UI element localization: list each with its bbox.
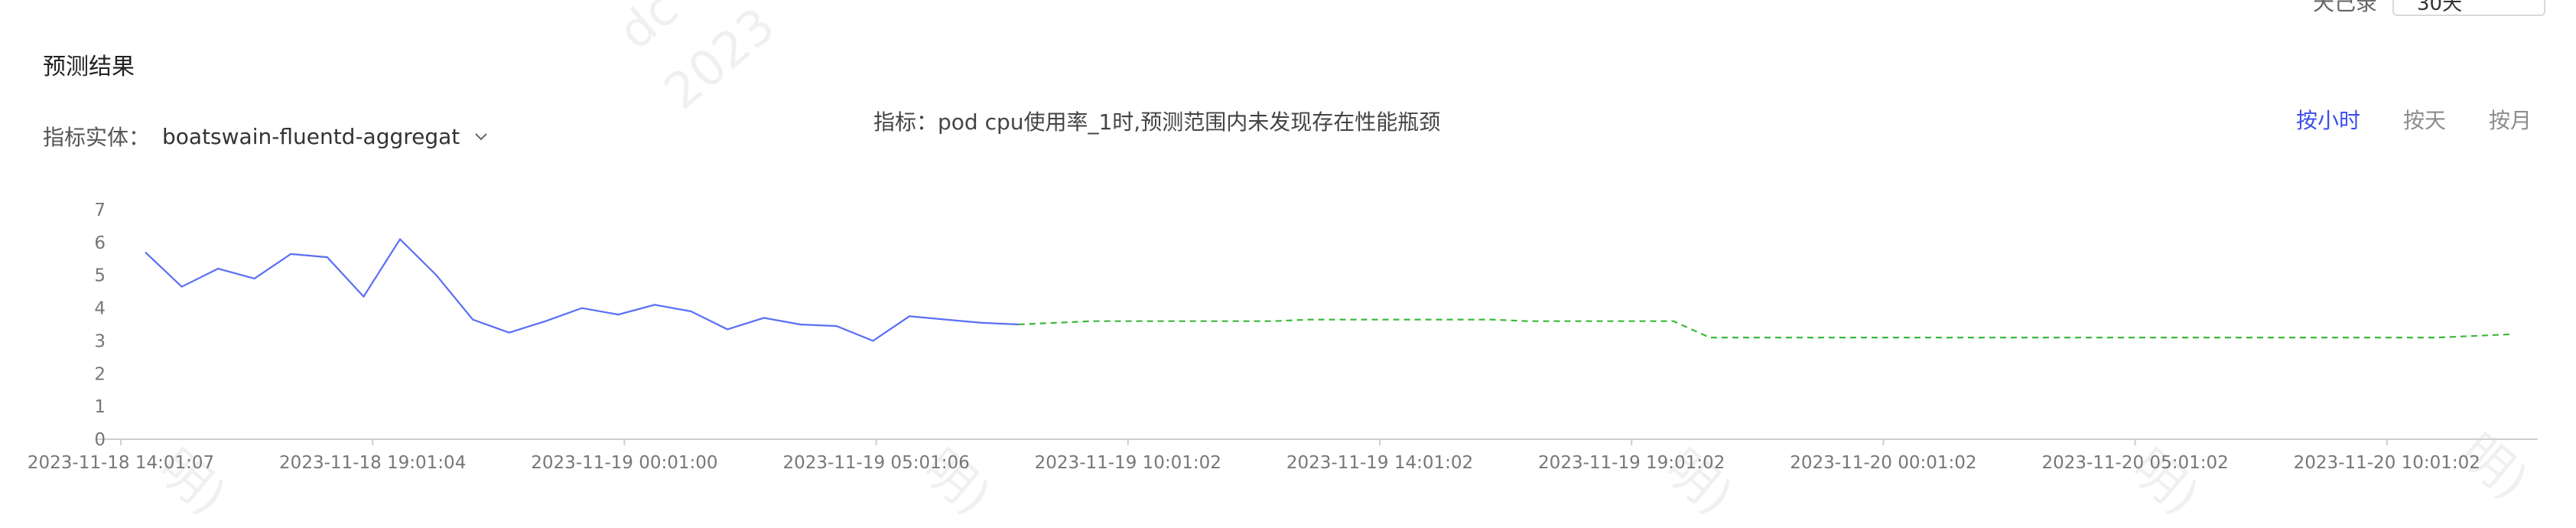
y-tick-label: 6 [94, 233, 106, 253]
chart-title: 指标：pod cpu使用率_1时,预测范围内未发现存在性能瓶颈 [873, 109, 1441, 135]
watermark: dc [608, 0, 689, 61]
x-tick-label: 2023-11-18 19:01:04 [279, 453, 466, 473]
x-tick-label: 2023-11-18 14:01:07 [28, 453, 214, 473]
period-selector: 天己录 30天 [2313, 0, 2545, 17]
x-tick-label: 2023-11-19 14:01:02 [1286, 453, 1473, 473]
x-tick-label: 2023-11-19 10:01:02 [1035, 453, 1221, 473]
chevron-down-icon[interactable] [473, 129, 489, 144]
period-label: 天己录 [2312, 0, 2377, 15]
x-tick-label: 2023-11-20 10:01:02 [2294, 453, 2480, 473]
x-tick-label: 2023-11-19 05:01:06 [782, 453, 969, 473]
granularity-toggle: 按小时 按天 按月 [2296, 104, 2532, 135]
y-tick-label: 0 [94, 430, 106, 450]
line-chart: 0 1 2 3 4 5 6 7 2023-11-18 14:01:07 2023-11-18 19… [28, 200, 2538, 473]
actual-series-line [145, 237, 1019, 342]
watermark: 2023 [654, 0, 786, 121]
section-title: 预测结果 [43, 54, 135, 80]
y-tick-label: 5 [94, 266, 106, 286]
granularity-hour[interactable]: 按小时 [2295, 108, 2360, 133]
entity-value[interactable]: boatswain-fluentd-aggregat [162, 123, 460, 149]
y-tick-label: 4 [94, 299, 106, 319]
y-tick-label: 7 [94, 200, 106, 220]
y-tick-label: 3 [94, 331, 106, 351]
x-tick-label: 2023-11-20 00:01:02 [1790, 453, 1976, 473]
entity-label: 指标实体： [43, 125, 151, 150]
x-tick-label: 2023-11-19 19:01:02 [1538, 453, 1725, 473]
granularity-month[interactable]: 按月 [2488, 108, 2532, 133]
x-tick-label: 2023-11-19 00:01:00 [531, 453, 717, 473]
period-select[interactable]: 30天 [2392, 0, 2545, 16]
x-tick-label: 2023-11-20 05:01:02 [2041, 453, 2228, 473]
forecast-series-line [1018, 318, 2511, 339]
y-tick-label: 2 [94, 364, 106, 384]
entity-selector[interactable]: 指标实体： boatswain-fluentd-aggregat [43, 121, 489, 152]
y-tick-label: 1 [94, 397, 106, 417]
granularity-day[interactable]: 按天 [2402, 108, 2446, 133]
